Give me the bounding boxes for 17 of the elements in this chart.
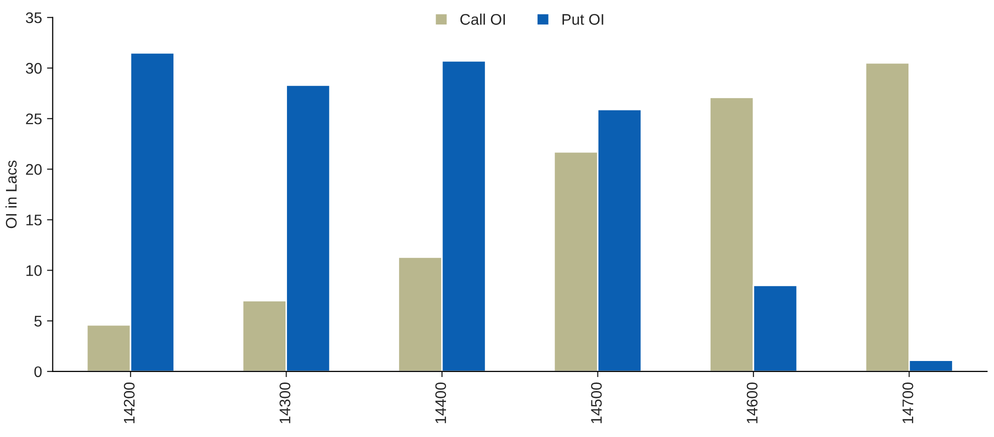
y-tick-label: 30: [26, 62, 42, 74]
x-tick-label: 14500: [591, 382, 602, 424]
legend-label: Call OI: [460, 14, 505, 25]
x-tick-label: 14600: [746, 382, 758, 424]
y-tick-label: 35: [26, 12, 42, 24]
y-tick-label: 15: [26, 214, 42, 226]
y-tick-label: 20: [26, 164, 42, 175]
y-tick-label: 0: [34, 366, 42, 378]
x-tick-label: 14300: [280, 382, 290, 424]
x-tick-label: 14700: [902, 382, 914, 424]
y-tick-label: 25: [26, 113, 42, 124]
y-tick-label: 10: [26, 265, 42, 276]
y-axis-title: OI in Lacs: [5, 160, 17, 228]
y-tick-label: 5: [34, 316, 42, 327]
legend-label: Put OI: [562, 14, 604, 25]
x-tick-label: 14200: [124, 382, 135, 424]
x-tick-label: 14400: [435, 382, 446, 424]
